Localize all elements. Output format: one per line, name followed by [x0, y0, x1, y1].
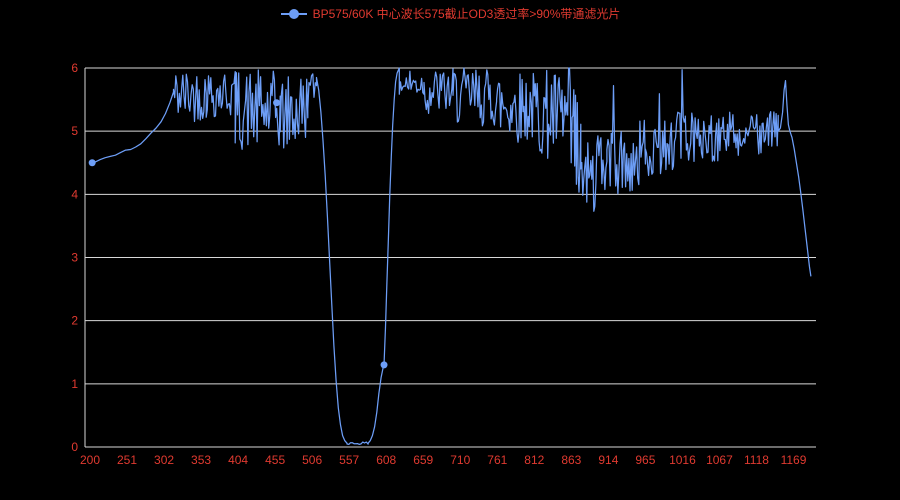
x-axis-tick-label: 251: [117, 453, 137, 467]
x-axis-tick-label: 302: [154, 453, 174, 467]
x-axis-tick-label: 1118: [744, 453, 769, 467]
y-axis-tick-label: 0: [71, 440, 78, 454]
y-axis-tick-label: 6: [71, 61, 78, 75]
y-axis-tick-label: 4: [71, 187, 78, 201]
x-axis-tick-label: 1067: [706, 453, 733, 467]
x-axis-tick-label: 200: [80, 453, 100, 467]
y-axis-tick-label: 5: [71, 124, 78, 138]
data-point-marker: [380, 361, 388, 369]
x-axis-tick-label: 914: [598, 453, 618, 467]
x-axis-tick-label: 863: [561, 453, 581, 467]
x-axis-tick-label: 353: [191, 453, 211, 467]
legend-line-marker-icon: [280, 9, 307, 19]
x-axis-tick-label: 404: [228, 453, 248, 467]
x-axis-tick-label: 659: [413, 453, 433, 467]
x-axis-tick-label: 557: [339, 453, 359, 467]
legend-label: BP575/60K 中心波长575截止OD3透过率>90%带通滤光片: [312, 7, 621, 21]
y-axis-tick-label: 2: [71, 314, 78, 328]
x-axis-tick-label: 1169: [781, 453, 807, 467]
x-axis-tick-label: 455: [265, 453, 285, 467]
legend: BP575/60K 中心波长575截止OD3透过率>90%带通滤光片: [0, 7, 900, 21]
x-axis-tick-label: 710: [450, 453, 470, 467]
series-line: [89, 67, 812, 446]
y-axis-tick-label: 3: [71, 251, 78, 265]
x-axis-tick-label: 965: [635, 453, 655, 467]
y-axis-tick-label: 1: [71, 377, 78, 391]
x-axis-tick-label: 1016: [669, 453, 696, 467]
x-axis-tick-label: 506: [302, 453, 322, 467]
x-axis-tick-label: 608: [376, 453, 396, 467]
data-point-marker: [273, 99, 281, 107]
x-axis-tick-label: 761: [487, 453, 507, 467]
legend-item[interactable]: BP575/60K 中心波长575截止OD3透过率>90%带通滤光片: [280, 7, 621, 21]
data-point-marker: [88, 159, 96, 167]
x-axis-tick-label: 812: [524, 453, 544, 467]
